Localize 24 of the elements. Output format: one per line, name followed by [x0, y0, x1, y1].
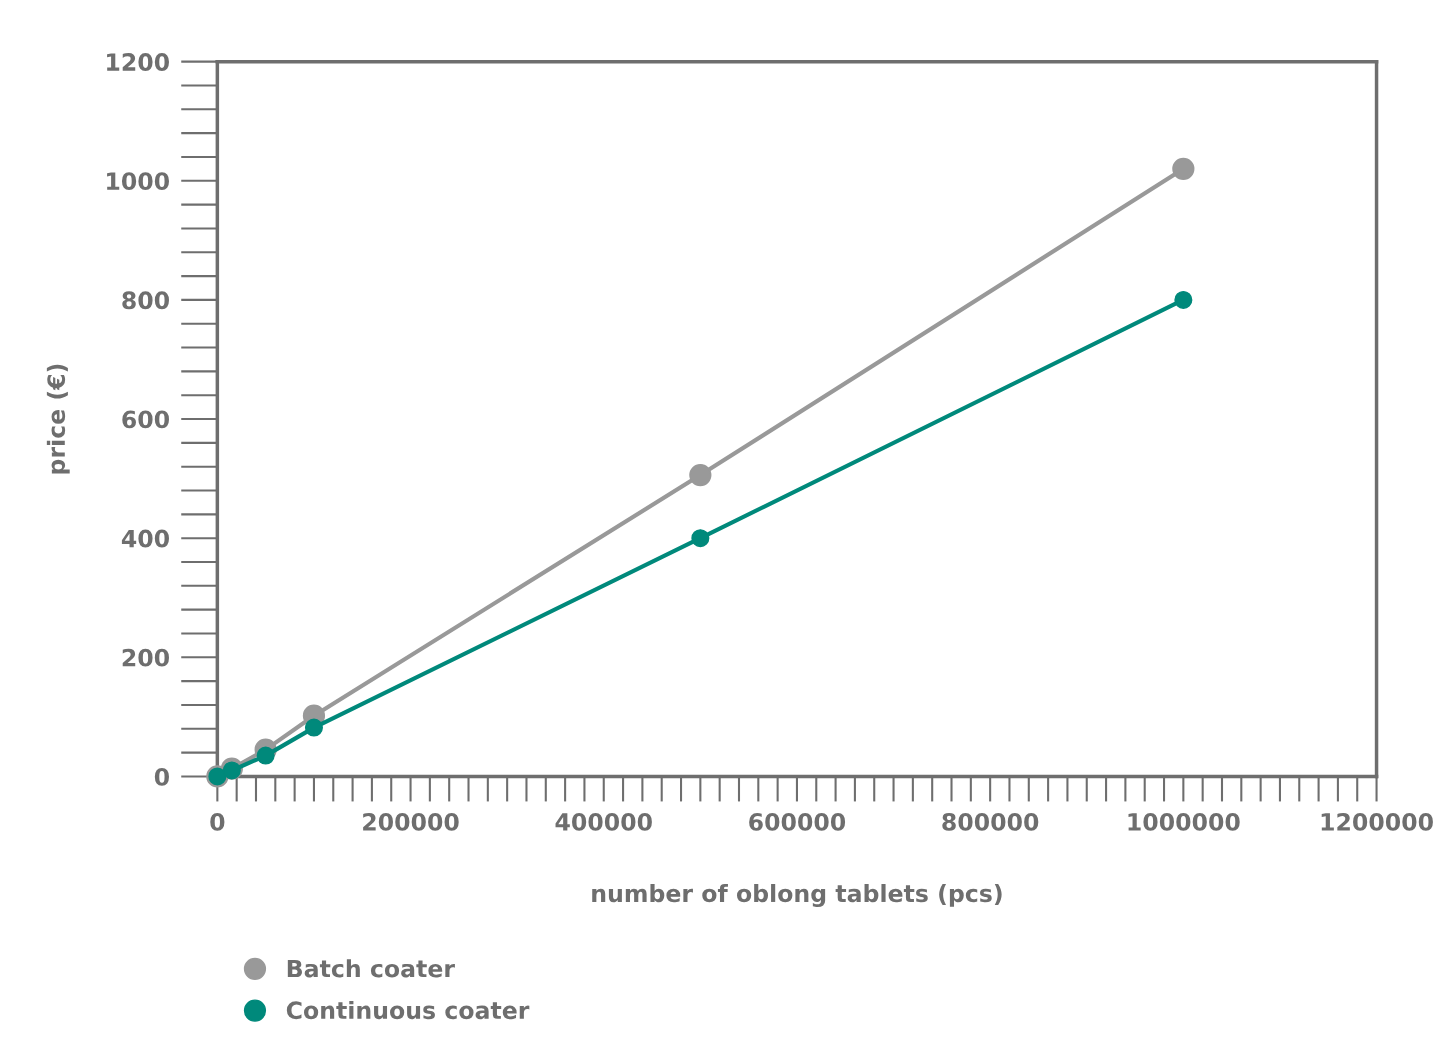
- legend-label: Continuous coater: [286, 1000, 530, 1020]
- point: [256, 746, 275, 765]
- y-tick-label: 1200: [107, 53, 169, 71]
- x-tick-label: 0: [210, 812, 225, 831]
- y-tick-label: 600: [122, 410, 169, 429]
- x-tick-label: 1000000: [1128, 812, 1240, 831]
- x-tick-label: 400000: [555, 812, 652, 831]
- x-tick-label: 200000: [363, 812, 459, 831]
- y-tick-label: 1000: [107, 172, 169, 191]
- y-tick-label: 800: [122, 291, 169, 310]
- point: [691, 529, 710, 548]
- point: [1174, 290, 1193, 309]
- x-axis-title: number of oblong tablets (pcs): [592, 884, 1002, 908]
- point: [689, 463, 712, 487]
- y-tick-label: 0: [154, 767, 169, 786]
- x-tick-label: 600000: [749, 812, 846, 831]
- point: [1172, 157, 1195, 180]
- x-tick-label: 1200000: [1321, 812, 1433, 831]
- y-tick-label: 200: [122, 648, 169, 667]
- y-axis-title: price (€): [46, 364, 70, 474]
- point: [304, 718, 323, 737]
- x-tick-label: 800000: [942, 812, 1039, 831]
- y-tick-label: 400: [121, 529, 169, 548]
- legend-label: Batch coater: [287, 959, 455, 978]
